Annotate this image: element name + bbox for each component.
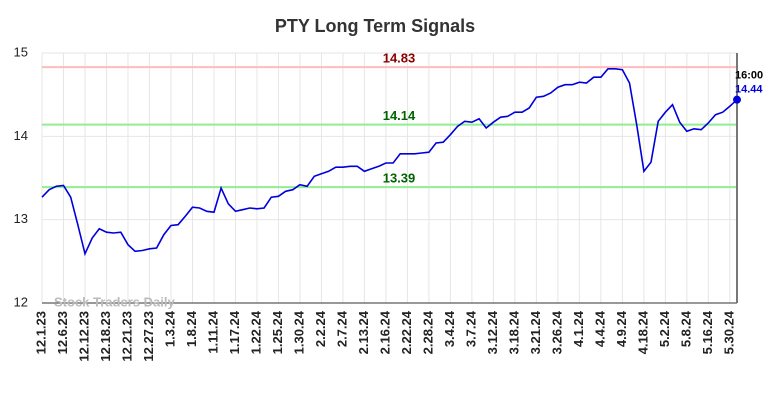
x-tick-label: 12.12.23 (76, 311, 91, 362)
x-tick-label: 3.18.24 (506, 310, 521, 354)
x-tick-label: 12.27.23 (141, 311, 156, 362)
reference-label: 14.14 (383, 108, 416, 123)
last-point (733, 95, 741, 104)
x-tick-label: 4.1.24 (571, 310, 586, 347)
x-tick-label: 3.7.24 (463, 310, 478, 347)
x-tick-label: 1.22.24 (248, 310, 263, 354)
x-tick-label: 5.16.24 (700, 310, 715, 354)
chart-title: PTY Long Term Signals (275, 16, 475, 36)
x-tick-label: 3.21.24 (528, 310, 543, 354)
y-tick-label: 12 (14, 294, 28, 309)
last-time-label: 16:00 (735, 70, 763, 82)
x-tick-label: 2.7.24 (334, 310, 349, 347)
reference-label: 14.83 (383, 51, 416, 66)
x-tick-label: 1.30.24 (291, 310, 306, 354)
x-tick-label: 5.2.24 (657, 310, 672, 347)
x-tick-label: 2.22.24 (399, 310, 414, 354)
x-tick-label: 4.9.24 (614, 310, 629, 347)
x-tick-label: 3.12.24 (485, 310, 500, 354)
x-tick-label: 2.13.24 (356, 310, 371, 354)
x-tick-label: 12.1.23 (33, 311, 48, 354)
y-tick-label: 15 (14, 44, 28, 59)
price-line (41, 68, 738, 257)
y-tick-label: 14 (14, 128, 28, 143)
watermark: Stock Traders Daily (54, 294, 175, 309)
x-tick-label: 12.18.23 (98, 311, 113, 362)
x-tick-label: 2.28.24 (420, 310, 435, 354)
x-tick-label: 5.8.24 (678, 310, 693, 347)
x-tick-label: 1.8.24 (184, 310, 199, 347)
last-value-label: 14.44 (735, 84, 763, 96)
x-tick-label: 12.6.23 (55, 311, 70, 354)
y-tick-label: 13 (14, 211, 28, 226)
x-tick-label: 5.30.24 (721, 310, 736, 354)
x-tick-label: 1.3.24 (162, 310, 177, 347)
x-tick-label: 3.4.24 (442, 310, 457, 347)
x-tick-label: 2.16.24 (377, 310, 392, 354)
x-tick-label: 1.17.24 (227, 310, 242, 354)
x-tick-label: 1.25.24 (270, 310, 285, 354)
x-tick-label: 12.21.23 (119, 311, 134, 362)
x-tick-label: 4.4.24 (592, 310, 607, 347)
x-tick-label: 4.18.24 (635, 310, 650, 354)
x-tick-label: 3.26.24 (549, 310, 564, 354)
reference-label: 13.39 (383, 171, 416, 186)
x-tick-label: 2.2.24 (313, 310, 328, 347)
x-tick-label: 1.11.24 (205, 310, 220, 353)
